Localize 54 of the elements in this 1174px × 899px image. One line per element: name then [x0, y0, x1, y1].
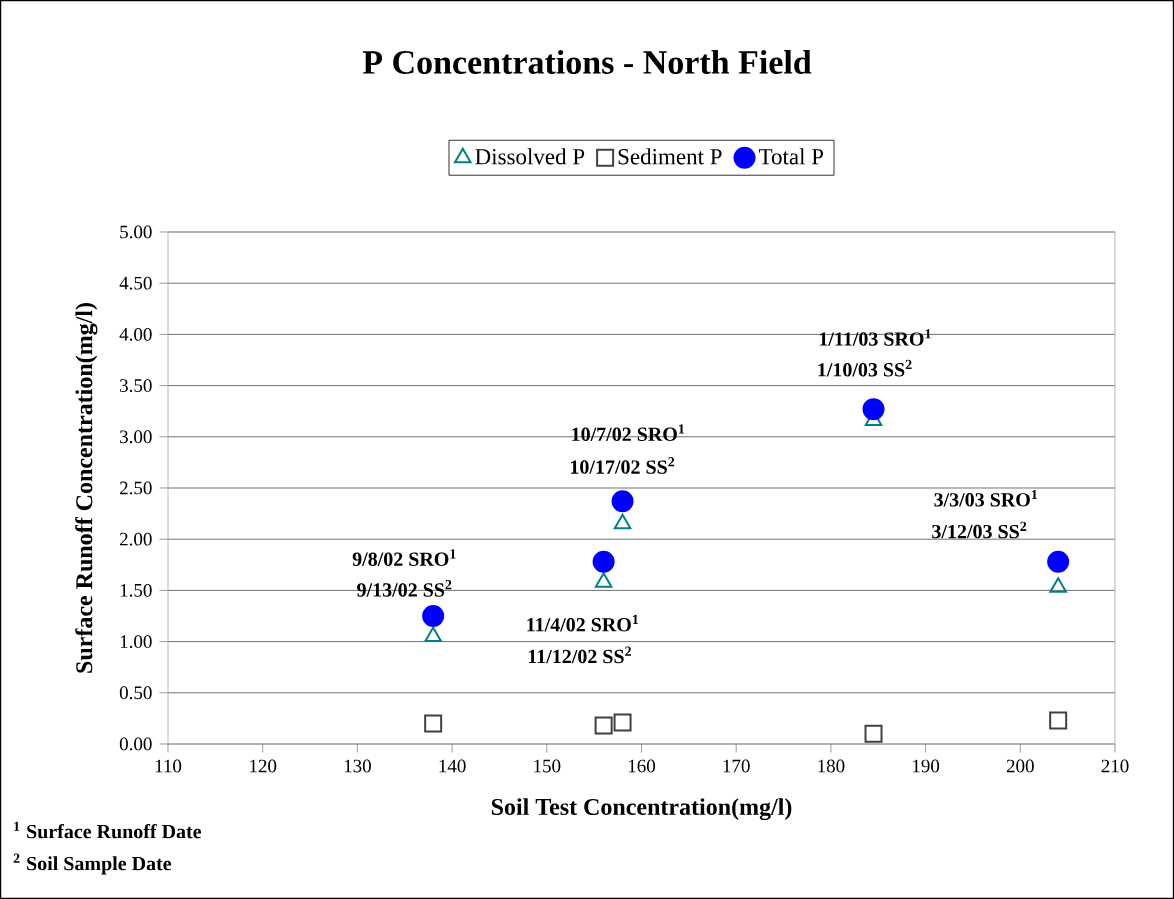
legend-label: Dissolved P: [475, 148, 585, 165]
x-tick-label: 150: [534, 759, 561, 773]
x-tick-label: 140: [439, 759, 466, 773]
y-tick-label: 4.50: [119, 276, 152, 290]
point: [1047, 550, 1070, 573]
y-tick-label: 3.50: [120, 379, 152, 393]
chart-title: P Concentrations - North Field: [362, 50, 812, 74]
annotation: 10/7/02 SRO$^{1}$: [572, 424, 685, 442]
annotation: 11/12/02 SS$^{2}$: [528, 646, 631, 664]
point: [1049, 711, 1068, 730]
y-axis-title: Surface Runoff Concentration(mg/l): [75, 303, 98, 673]
x-tick-label: 130: [344, 759, 371, 773]
annotation: 9/13/02 SS$^{2}$: [357, 579, 452, 597]
point: [864, 724, 883, 743]
y-tick-label: 4.00: [119, 327, 152, 341]
annotation: 3/12/03 SS$^{2}$: [932, 521, 1027, 539]
annotation: 1/11/03 SRO$^{1}$: [819, 329, 931, 346]
x-tick-label: 110: [155, 759, 182, 773]
text: $^{2}$ Soil Sample Date: [13, 853, 172, 875]
x-tick-label: 170: [723, 759, 750, 773]
point: [613, 513, 632, 530]
x-axis-title: Soil Test Concentration(mg/l): [491, 798, 792, 821]
y-tick-label: 1.50: [120, 583, 152, 597]
x-tick-label: 200: [1006, 759, 1034, 773]
legend-label: Sediment P: [618, 148, 722, 165]
point: [613, 713, 632, 732]
point: [611, 490, 634, 513]
point: [1049, 577, 1067, 593]
point: [594, 716, 613, 735]
annotation: 3/3/03 SRO$^{1}$: [934, 489, 1038, 507]
x-tick-label: 210: [1101, 759, 1129, 773]
y-tick-label: 0.50: [119, 686, 152, 700]
y-tick-label: 3.00: [120, 430, 152, 444]
y-tick-label: 0.00: [119, 737, 152, 751]
x-tick-label: 120: [250, 759, 277, 773]
y-tick-label: 1.00: [120, 635, 152, 649]
text: $^{1}$ Surface Runoff Date: [14, 821, 202, 839]
point: [862, 398, 885, 421]
x-tick-label: 160: [628, 759, 656, 773]
legend-label: Total P: [758, 148, 824, 165]
point: [424, 714, 443, 733]
x-tick-label: 190: [913, 759, 940, 773]
y-tick-label: 2.50: [120, 481, 152, 495]
point: [594, 572, 613, 588]
annotation: 9/8/02 SRO$^{1}$: [352, 549, 456, 566]
annotation: 11/4/02 SRO$^{1}$: [527, 614, 639, 632]
point: [422, 604, 445, 627]
y-tick-label: 2.00: [120, 532, 152, 546]
point: [592, 550, 615, 573]
annotation: 10/17/02 SS$^{2}$: [570, 457, 675, 474]
annotation: 1/10/03 SS$^{2}$: [818, 359, 912, 377]
point: [424, 626, 442, 642]
x-tick-label: 180: [818, 759, 845, 773]
y-tick-label: 5.00: [120, 225, 152, 239]
